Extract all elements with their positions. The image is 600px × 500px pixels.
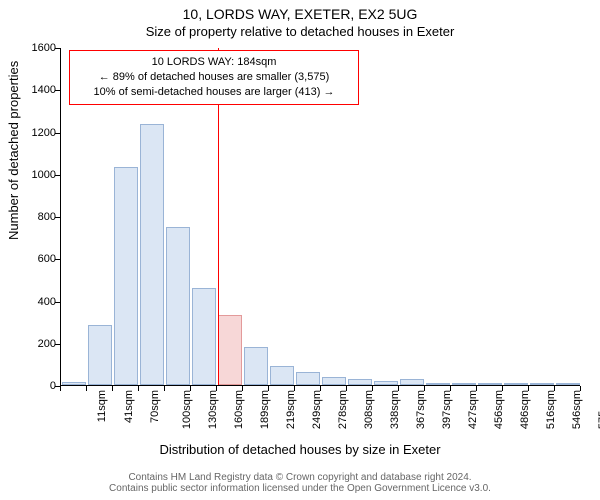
histogram-bar xyxy=(166,227,191,385)
x-tick-label: 160sqm xyxy=(233,390,245,429)
histogram-bar xyxy=(88,325,113,385)
x-tick-label: 397sqm xyxy=(441,390,453,429)
histogram-bar xyxy=(426,383,451,385)
histogram-bar xyxy=(62,382,87,385)
x-tick-mark xyxy=(86,386,87,391)
x-tick-mark xyxy=(164,386,165,391)
attribution-text: Contains HM Land Registry data © Crown c… xyxy=(0,472,600,494)
x-tick-label: 456sqm xyxy=(493,390,505,429)
callout-box: 10 LORDS WAY: 184sqm← 89% of detached ho… xyxy=(69,50,359,105)
x-tick-mark xyxy=(372,386,373,391)
x-tick-mark xyxy=(242,386,243,391)
x-tick-label: 427sqm xyxy=(467,390,479,429)
callout-line-2: ← 89% of detached houses are smaller (3,… xyxy=(78,70,350,85)
x-tick-mark xyxy=(320,386,321,391)
histogram-bar xyxy=(270,366,295,385)
histogram-bar xyxy=(530,383,555,385)
y-tick-label: 400 xyxy=(38,296,56,308)
x-tick-mark xyxy=(554,386,555,391)
plot-area: 10 LORDS WAY: 184sqm← 89% of detached ho… xyxy=(60,48,580,386)
x-axis-label: Distribution of detached houses by size … xyxy=(0,442,600,457)
chart-title: 10, LORDS WAY, EXETER, EX2 5UG xyxy=(0,6,600,22)
y-tick-label: 1600 xyxy=(32,42,56,54)
histogram-bar xyxy=(348,379,373,385)
x-tick-label: 516sqm xyxy=(545,390,557,429)
x-tick-label: 70sqm xyxy=(149,390,161,423)
histogram-bar xyxy=(140,124,165,385)
histogram-bar xyxy=(400,379,425,385)
chart-subtitle: Size of property relative to detached ho… xyxy=(0,24,600,39)
attribution-line-1: Contains HM Land Registry data © Crown c… xyxy=(0,472,600,483)
y-tick-label: 800 xyxy=(38,211,56,223)
x-tick-mark xyxy=(424,386,425,391)
x-tick-label: 249sqm xyxy=(311,390,323,429)
histogram-bar xyxy=(296,372,321,385)
x-tick-label: 367sqm xyxy=(415,390,427,429)
x-tick-label: 278sqm xyxy=(337,390,349,429)
x-tick-label: 41sqm xyxy=(123,390,135,423)
histogram-bar xyxy=(192,288,217,385)
x-tick-mark xyxy=(346,386,347,391)
histogram-bar xyxy=(452,383,477,385)
x-tick-label: 219sqm xyxy=(285,390,297,429)
histogram-bar xyxy=(556,383,581,385)
x-tick-mark xyxy=(502,386,503,391)
histogram-bar xyxy=(244,347,269,385)
x-tick-label: 130sqm xyxy=(207,390,219,429)
x-tick-mark xyxy=(580,386,581,391)
histogram-bar xyxy=(478,383,503,385)
y-tick-label: 1200 xyxy=(32,127,56,139)
x-tick-mark xyxy=(268,386,269,391)
x-tick-mark xyxy=(398,386,399,391)
callout-line-1: 10 LORDS WAY: 184sqm xyxy=(78,55,350,70)
x-tick-label: 100sqm xyxy=(181,390,193,429)
x-tick-mark xyxy=(60,386,61,391)
x-tick-mark xyxy=(476,386,477,391)
x-tick-mark xyxy=(216,386,217,391)
y-tick-label: 200 xyxy=(38,338,56,350)
x-tick-mark xyxy=(190,386,191,391)
callout-line-3: 10% of semi-detached houses are larger (… xyxy=(78,85,350,100)
histogram-bar xyxy=(374,381,399,385)
x-tick-label: 486sqm xyxy=(519,390,531,429)
x-tick-label: 546sqm xyxy=(571,390,583,429)
y-axis-label: Number of detached properties xyxy=(6,61,21,240)
x-tick-mark xyxy=(138,386,139,391)
x-tick-label: 11sqm xyxy=(96,390,108,422)
histogram-bar xyxy=(504,383,529,385)
histogram-bar xyxy=(218,315,243,385)
histogram-bar xyxy=(322,377,347,385)
x-tick-mark xyxy=(528,386,529,391)
x-tick-mark xyxy=(112,386,113,391)
attribution-line-2: Contains public sector information licen… xyxy=(0,483,600,494)
y-tick-label: 1000 xyxy=(32,169,56,181)
x-tick-mark xyxy=(294,386,295,391)
y-tick-label: 1400 xyxy=(32,84,56,96)
x-tick-label: 338sqm xyxy=(389,390,401,429)
x-tick-label: 308sqm xyxy=(363,390,375,429)
histogram-bar xyxy=(114,167,139,385)
x-tick-mark xyxy=(450,386,451,391)
y-tick-label: 600 xyxy=(38,253,56,265)
chart-container: 10, LORDS WAY, EXETER, EX2 5UG Size of p… xyxy=(0,0,600,500)
x-tick-label: 189sqm xyxy=(259,390,271,429)
y-tick-label: 0 xyxy=(50,380,56,392)
